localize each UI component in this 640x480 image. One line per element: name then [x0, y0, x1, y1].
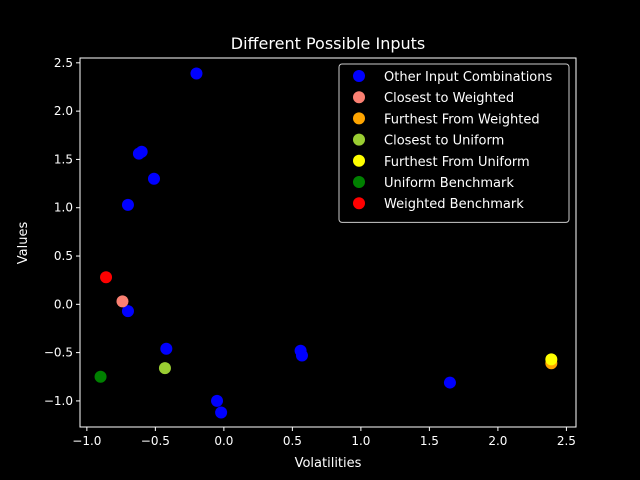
x-tick-label: 1.5: [420, 434, 439, 448]
y-tick-label: 2.5: [54, 56, 73, 70]
x-tick-label: 2.5: [557, 434, 576, 448]
y-tick-label: −1.0: [44, 394, 73, 408]
legend-label: Closest to Uniform: [384, 134, 504, 149]
x-tick-label: 2.0: [488, 434, 507, 448]
legend-marker: [353, 154, 365, 167]
series-4: [545, 353, 558, 366]
x-tick-label: −1.0: [72, 434, 101, 448]
legend-marker: [353, 176, 365, 188]
y-tick-label: 0.5: [54, 249, 73, 263]
legend-marker: [353, 91, 365, 104]
series-6: [100, 271, 113, 284]
legend-marker: [353, 112, 365, 125]
data-point: [116, 295, 129, 308]
y-tick-label: 1.5: [54, 152, 73, 166]
y-tick-label: 1.0: [54, 201, 73, 215]
data-point: [211, 394, 224, 407]
x-tick-label: 0.0: [214, 434, 233, 448]
data-point: [100, 271, 113, 284]
legend-label: Uniform Benchmark: [384, 176, 514, 191]
data-point: [132, 147, 145, 160]
series-0: [121, 67, 456, 419]
x-tick-label: 0.5: [283, 434, 302, 448]
series-3: [158, 362, 171, 375]
x-tick-label: −0.5: [141, 434, 170, 448]
x-tick-label: 1.0: [351, 434, 370, 448]
legend-marker: [353, 133, 365, 146]
chart-title: Different Possible Inputs: [231, 34, 425, 53]
data-point: [158, 362, 171, 375]
legend-label: Other Input Combinations: [384, 70, 553, 85]
x-axis: −1.0 −0.5 0.0 0.5 1.0 1.5 2.0 2.5: [72, 427, 576, 448]
data-point: [545, 353, 558, 366]
legend-label: Weighted Benchmark: [384, 197, 524, 212]
series-1: [116, 295, 129, 308]
data-point: [295, 349, 308, 362]
data-point: [215, 406, 228, 419]
data-point: [121, 305, 134, 318]
data-point: [160, 342, 173, 355]
legend-label: Closest to Weighted: [384, 91, 514, 106]
y-tick-label: 2.0: [54, 104, 73, 118]
x-axis-label: Volatilities: [295, 456, 362, 471]
data-point: [190, 67, 203, 80]
y-axis-label: Values: [16, 222, 31, 265]
plot-area: [79, 57, 577, 428]
data-point: [443, 376, 456, 389]
y-tick-label: −0.5: [44, 346, 73, 360]
series-5: [94, 370, 107, 383]
legend-label: Furthest From Uniform: [384, 155, 530, 170]
data-point: [121, 198, 134, 211]
data-point: [94, 370, 107, 383]
data-point: [147, 172, 160, 185]
y-axis: −1.0 −0.5 0.0 0.5 1.0 1.5 2.0 2.5: [44, 56, 80, 408]
y-tick-label: 0.0: [54, 297, 73, 311]
legend-box: [338, 63, 570, 223]
plot-frame: [79, 57, 577, 428]
legend: Other Input Combinations Closest to Weigh…: [338, 63, 570, 223]
legend-label: Furthest From Weighted: [384, 112, 540, 127]
legend-marker: [353, 197, 365, 210]
legend-marker: [353, 70, 365, 82]
